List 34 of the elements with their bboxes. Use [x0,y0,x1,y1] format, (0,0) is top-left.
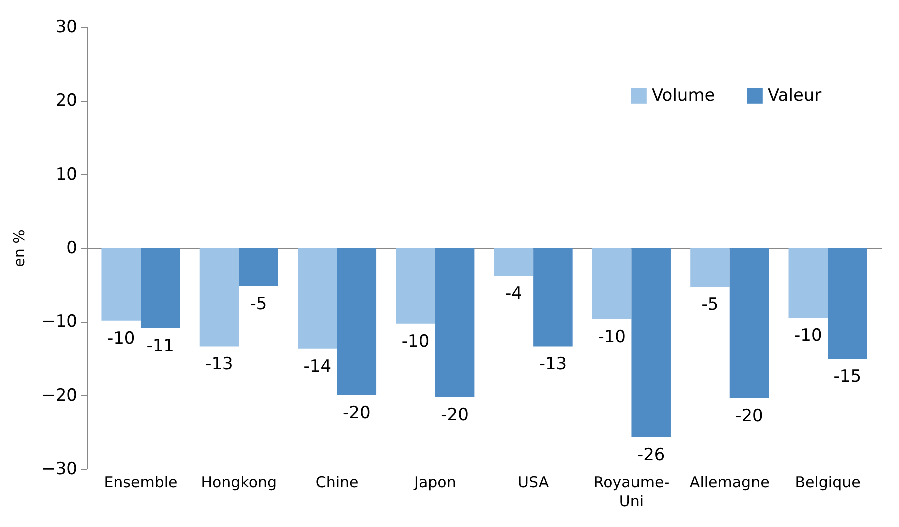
y-tick-label: 0 [66,238,78,258]
x-tick-label: Japon [414,474,456,492]
data-label: -5 [702,295,719,316]
data-label: -4 [505,284,522,304]
data-label: -10 [107,328,136,349]
data-label: -15 [834,367,862,388]
y-tick-label: 30 [56,18,78,38]
data-label: -20 [441,406,469,426]
data-label: -5 [250,294,268,314]
x-tick-label: Chine [316,474,359,492]
y-tick-label: 10 [56,164,78,185]
x-tick-label: Allemagne [690,474,770,492]
data-label: -20 [343,403,371,424]
data-label: -10 [598,327,626,348]
x-tick-label: USA [518,474,550,492]
y-tick-label: −10 [42,312,78,332]
x-tick-label: Belgique [795,474,861,492]
data-label: -11 [146,336,174,356]
data-label: -13 [206,354,234,375]
data-label: -10 [402,332,430,352]
data-label: -20 [736,406,764,426]
x-tick-label: Ensemble [104,474,178,492]
legend-label: Valeur [768,86,822,106]
x-tick-label: Hongkong [201,474,278,492]
legend-label: Volume [652,86,716,106]
x-tick-label: Royaume-Uni [594,474,670,510]
data-label: -14 [304,356,332,377]
y-tick-label: −20 [42,386,78,406]
data-label: -10 [794,326,822,346]
data-label: -26 [637,445,666,466]
y-tick-label: −30 [42,460,78,480]
data-label: -13 [539,354,568,375]
y-tick-label: 20 [56,91,78,112]
y-axis-title: en % [10,230,29,268]
